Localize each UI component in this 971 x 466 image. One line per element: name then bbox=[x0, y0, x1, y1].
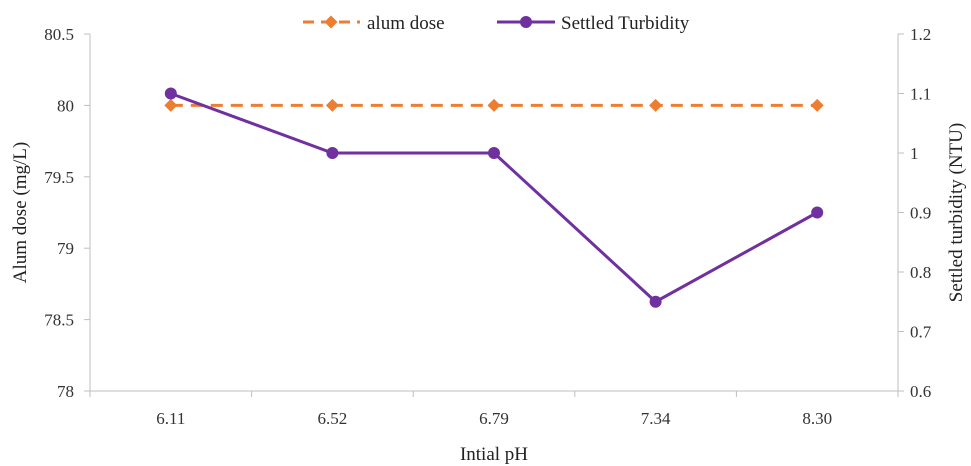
data-point-alum-dose bbox=[649, 98, 663, 112]
y-left-tick-label: 78 bbox=[57, 382, 74, 401]
x-tick-label: 7.34 bbox=[641, 409, 671, 428]
series-line-settled-turbidity bbox=[170, 92, 818, 304]
x-tick-label: 6.79 bbox=[479, 409, 509, 428]
y-right-tick-label: 0.7 bbox=[910, 323, 932, 342]
x-tick-label: 6.11 bbox=[156, 409, 185, 428]
data-point-settled-turbidity bbox=[649, 295, 662, 308]
legend-label-settled-turbidity: Settled Turbidity bbox=[561, 13, 690, 34]
y-left-tick-label: 79.5 bbox=[44, 168, 74, 187]
y-right-tick-label: 0.6 bbox=[910, 382, 931, 401]
y-right-tick-label: 0.8 bbox=[910, 263, 931, 282]
data-point-settled-turbidity bbox=[811, 206, 824, 219]
y-left-tick-label: 79 bbox=[57, 239, 74, 258]
data-point-alum-dose bbox=[487, 98, 501, 112]
y-right-tick-label: 1 bbox=[910, 144, 919, 163]
data-point-settled-turbidity bbox=[488, 147, 500, 159]
data-point-settled-turbidity bbox=[326, 147, 339, 159]
legend-item-settled-turbidity: Settled Turbidity bbox=[497, 13, 690, 34]
y-left-tick-label: 80.5 bbox=[44, 25, 74, 44]
x-tick-label: 8.30 bbox=[802, 409, 832, 428]
data-point-alum-dose bbox=[810, 98, 824, 112]
y-axis-right-label: Settled turbidity (NTU) bbox=[946, 123, 967, 302]
legend-label-alum-dose: alum dose bbox=[367, 13, 445, 34]
y-right-tick-label: 0.9 bbox=[910, 204, 931, 223]
series-layer bbox=[164, 87, 824, 308]
y-left-tick-label: 78.5 bbox=[44, 311, 74, 330]
legend-item-alum-dose: alum dose bbox=[303, 13, 445, 34]
y-right-tick-label: 1.1 bbox=[910, 85, 931, 104]
axes bbox=[84, 33, 904, 397]
x-axis-label: Intial pH bbox=[460, 444, 528, 465]
y-left-tick-label: 80 bbox=[57, 96, 74, 115]
data-point-settled-turbidity bbox=[164, 87, 177, 100]
legend-marker-alum-dose bbox=[324, 15, 338, 29]
tick-labels: 78 78.5 79 79.5 80 80.5 0.6 0.7 0.8 0.9 1 1.1 1.2 6.1… bbox=[44, 25, 932, 428]
y-axis-left-label: Alum dose (mg/L) bbox=[10, 142, 31, 283]
x-tick-label: 6.52 bbox=[318, 409, 348, 428]
y-right-tick-label: 1.2 bbox=[910, 25, 931, 44]
data-point-alum-dose bbox=[325, 98, 339, 112]
legend: alum dose Settled Turbidity bbox=[303, 13, 690, 34]
data-point-alum-dose bbox=[164, 98, 178, 112]
legend-marker-settled-turbidity bbox=[520, 16, 532, 28]
